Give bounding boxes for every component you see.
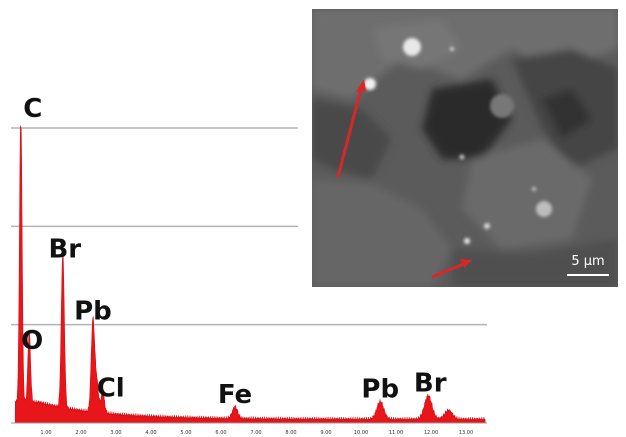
peak-label-pb: Pb [361, 374, 399, 404]
scale-bar [567, 274, 609, 276]
peak-label-o: O [21, 326, 43, 356]
peak-label-fe: Fe [218, 380, 252, 410]
red-arrow-upper [336, 84, 364, 178]
x-tick-labels: 1.00 2.00 3.00 4.00 5.00 6.00 7.00 8.00 9.00 10.0… [40, 430, 473, 436]
red-arrow-upper-head [356, 79, 366, 92]
x-tick-label: 4.00 [145, 430, 156, 436]
x-tick-label: 9.00 [320, 430, 331, 436]
red-arrow-lower-head [460, 259, 472, 268]
sem-micrograph: 5 µm [312, 9, 618, 287]
x-tick-label: 2.00 [75, 430, 86, 436]
peak-label-pb: Pb [74, 297, 112, 327]
x-tick-label: 3.00 [110, 430, 121, 436]
x-tick-label: 12.00 [424, 430, 438, 436]
red-arrow-lower [431, 261, 467, 279]
peak-label-cl: Cl [97, 373, 125, 403]
sem-image-drawing [312, 9, 618, 287]
scale-bar-label: 5 µm [571, 254, 605, 269]
x-tick-label: 1.00 [40, 430, 51, 436]
x-tick-label: 5.00 [180, 430, 191, 436]
x-tick-label: 13.00 [459, 430, 473, 436]
peak-label-c: C [23, 94, 42, 124]
spectrum-fill [14, 125, 486, 424]
x-tick-label: 7.00 [250, 430, 261, 436]
x-tick-label: 6.00 [215, 430, 226, 436]
chart-gridlines [11, 127, 487, 326]
peak-label-br: Br [48, 235, 81, 265]
x-tick-label: 10.00 [354, 430, 368, 436]
peak-label-br: Br [414, 368, 447, 398]
x-tick-label: 11.00 [389, 430, 403, 436]
peak-labels: C O Br Pb Cl Fe Pb Br [21, 94, 447, 410]
x-tick-label: 8.00 [285, 430, 296, 436]
